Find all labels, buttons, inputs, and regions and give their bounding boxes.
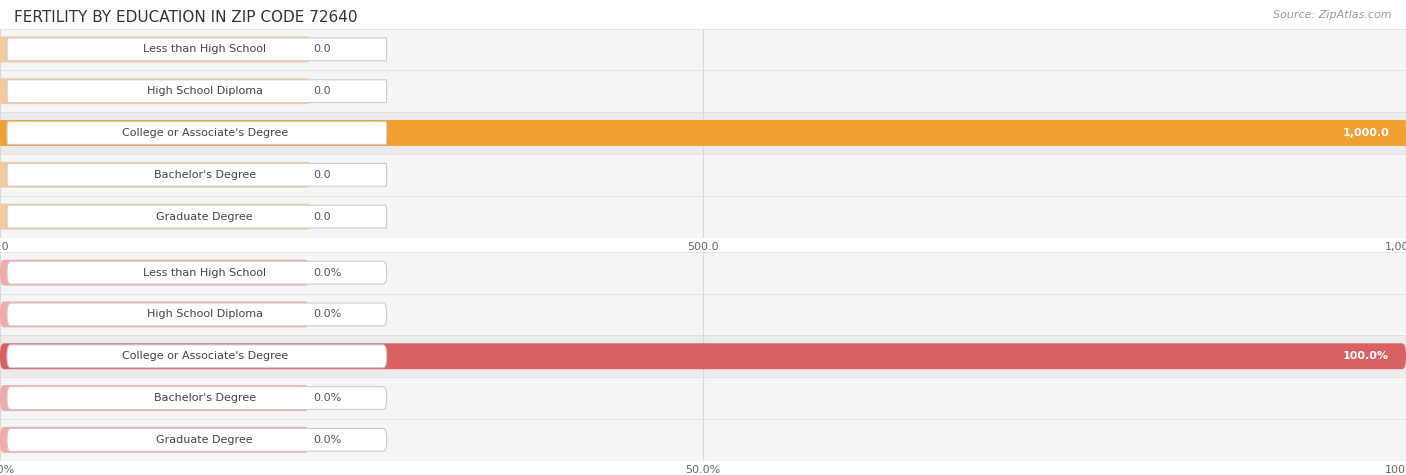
FancyBboxPatch shape bbox=[0, 385, 309, 411]
Text: 0.0%: 0.0% bbox=[314, 267, 342, 278]
Text: Source: ZipAtlas.com: Source: ZipAtlas.com bbox=[1274, 10, 1392, 19]
FancyBboxPatch shape bbox=[7, 261, 387, 284]
Text: College or Associate's Degree: College or Associate's Degree bbox=[121, 351, 288, 361]
Text: Bachelor's Degree: Bachelor's Degree bbox=[153, 393, 256, 403]
Bar bbox=[0, 335, 1406, 377]
FancyBboxPatch shape bbox=[7, 205, 387, 228]
Text: 0.0: 0.0 bbox=[314, 170, 332, 180]
FancyBboxPatch shape bbox=[0, 302, 309, 327]
FancyBboxPatch shape bbox=[0, 162, 309, 188]
Bar bbox=[0, 419, 1406, 461]
Text: 1,000.0: 1,000.0 bbox=[1343, 128, 1389, 138]
Text: FERTILITY BY EDUCATION IN ZIP CODE 72640: FERTILITY BY EDUCATION IN ZIP CODE 72640 bbox=[14, 10, 357, 25]
FancyBboxPatch shape bbox=[7, 122, 387, 144]
Text: High School Diploma: High School Diploma bbox=[146, 86, 263, 96]
FancyBboxPatch shape bbox=[0, 343, 1406, 369]
Text: Bachelor's Degree: Bachelor's Degree bbox=[153, 170, 256, 180]
Text: Less than High School: Less than High School bbox=[143, 267, 266, 278]
FancyBboxPatch shape bbox=[7, 428, 387, 451]
Text: 100.0%: 100.0% bbox=[1343, 351, 1389, 361]
Bar bbox=[0, 294, 1406, 335]
Text: 0.0: 0.0 bbox=[314, 86, 332, 96]
Text: College or Associate's Degree: College or Associate's Degree bbox=[121, 128, 288, 138]
FancyBboxPatch shape bbox=[7, 345, 387, 368]
FancyBboxPatch shape bbox=[0, 120, 1406, 146]
Bar bbox=[0, 252, 1406, 294]
Bar bbox=[0, 70, 1406, 112]
FancyBboxPatch shape bbox=[0, 204, 309, 229]
Bar bbox=[0, 377, 1406, 419]
Text: High School Diploma: High School Diploma bbox=[146, 309, 263, 320]
FancyBboxPatch shape bbox=[0, 78, 309, 104]
Text: 0.0%: 0.0% bbox=[314, 393, 342, 403]
FancyBboxPatch shape bbox=[0, 427, 309, 453]
FancyBboxPatch shape bbox=[7, 80, 387, 103]
Text: Less than High School: Less than High School bbox=[143, 44, 266, 55]
FancyBboxPatch shape bbox=[0, 260, 309, 285]
Text: 0.0: 0.0 bbox=[314, 44, 332, 55]
FancyBboxPatch shape bbox=[7, 163, 387, 186]
Text: 0.0%: 0.0% bbox=[314, 435, 342, 445]
FancyBboxPatch shape bbox=[0, 37, 309, 62]
FancyBboxPatch shape bbox=[7, 303, 387, 326]
Bar bbox=[0, 28, 1406, 70]
Text: Graduate Degree: Graduate Degree bbox=[156, 211, 253, 222]
Text: Graduate Degree: Graduate Degree bbox=[156, 435, 253, 445]
Bar bbox=[0, 196, 1406, 238]
Text: 0.0%: 0.0% bbox=[314, 309, 342, 320]
FancyBboxPatch shape bbox=[7, 387, 387, 409]
Bar bbox=[0, 112, 1406, 154]
Bar bbox=[0, 154, 1406, 196]
FancyBboxPatch shape bbox=[7, 38, 387, 61]
Text: 0.0: 0.0 bbox=[314, 211, 332, 222]
